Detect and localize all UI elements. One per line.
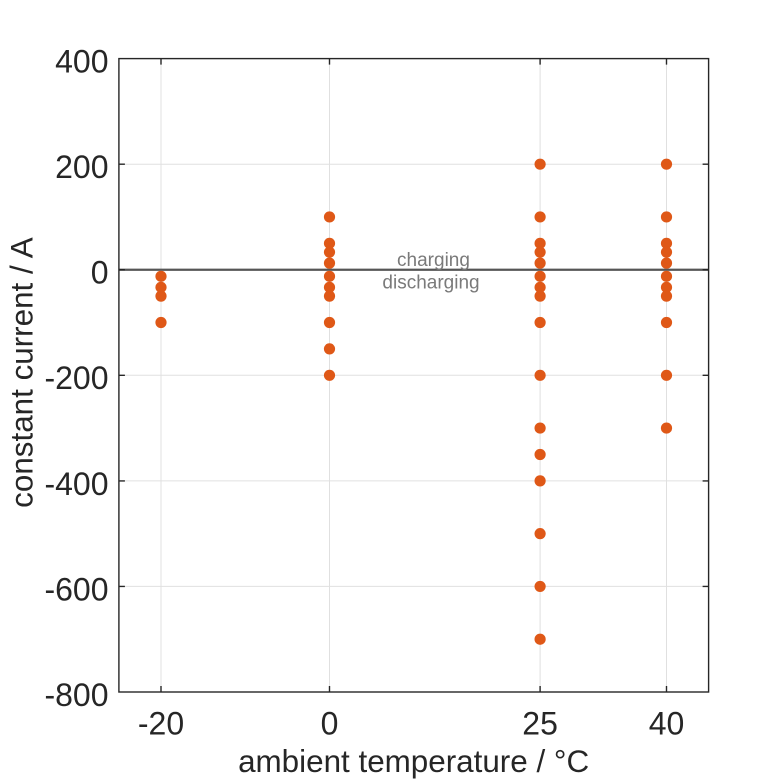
svg-text:200: 200: [55, 149, 108, 185]
svg-text:0: 0: [321, 706, 339, 742]
svg-text:-200: -200: [44, 360, 108, 396]
svg-text:constant current / A: constant current / A: [5, 237, 40, 508]
svg-text:0: 0: [91, 255, 109, 291]
svg-text:-600: -600: [44, 571, 108, 607]
svg-text:charging: charging: [397, 250, 470, 271]
svg-text:25: 25: [522, 706, 558, 742]
svg-text:ambient temperature / °C: ambient temperature / °C: [238, 744, 589, 779]
svg-text:-800: -800: [44, 677, 108, 713]
svg-text:-20: -20: [138, 706, 184, 742]
svg-text:-400: -400: [44, 466, 108, 502]
svg-text:400: 400: [55, 44, 108, 80]
svg-text:40: 40: [649, 706, 685, 742]
svg-text:discharging: discharging: [382, 273, 479, 294]
